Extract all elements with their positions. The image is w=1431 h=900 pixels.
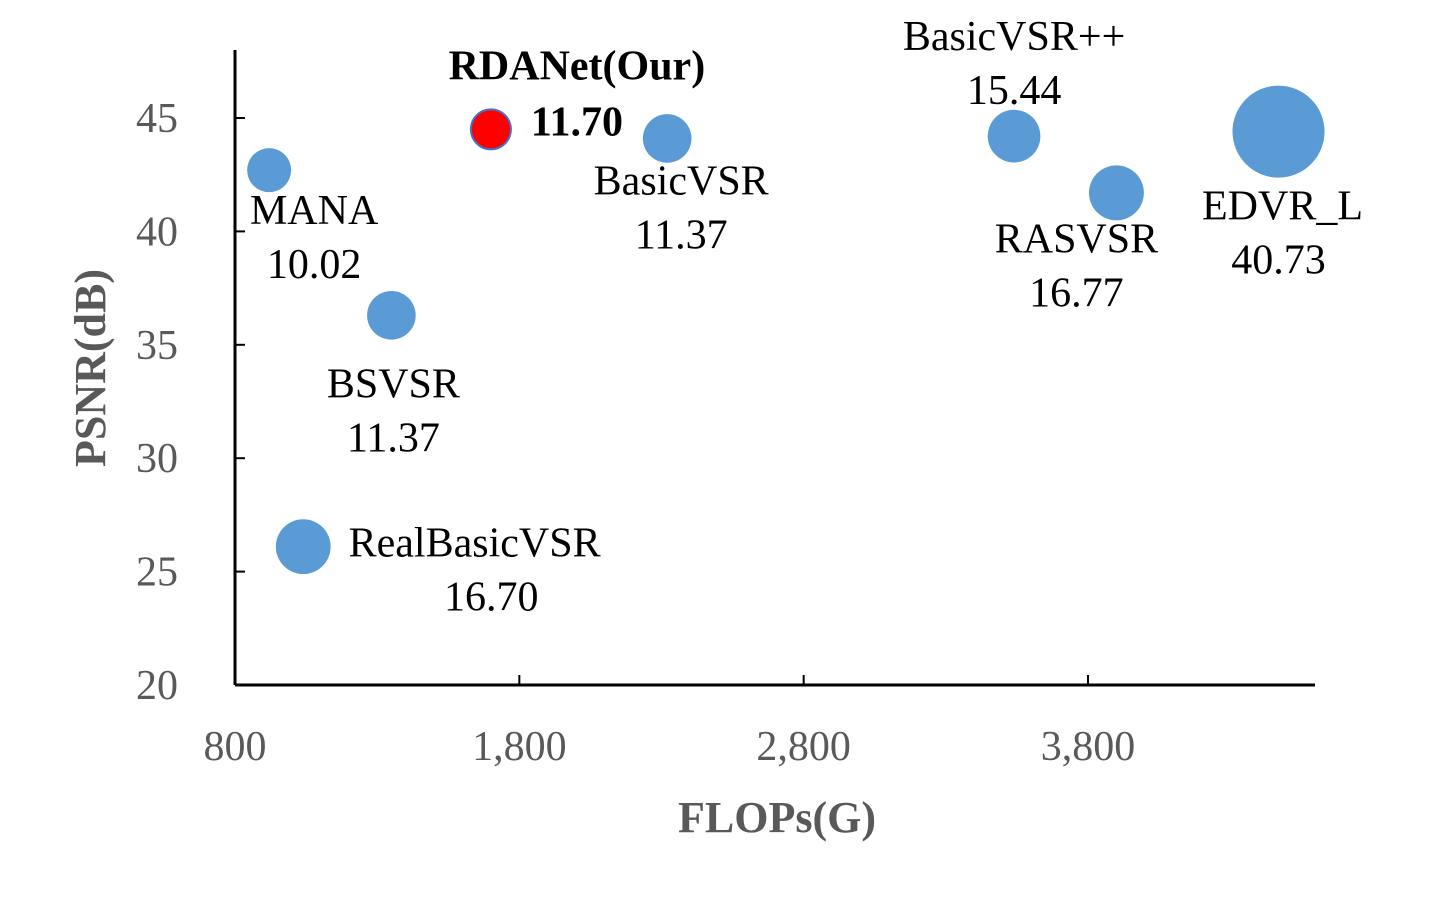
y-tick-label: 40 — [136, 209, 178, 255]
bubble-name-basicvsr-: BasicVSR++ — [903, 14, 1125, 60]
bubble-basicvsr- — [987, 109, 1041, 163]
tick-labels: 20 25 30 35 40 45 800 1,800 2,800 3,800 — [136, 96, 1135, 770]
y-tick-label: 45 — [136, 96, 178, 142]
bubble-mana — [247, 148, 292, 193]
bubble-name-bsvsr: BSVSR — [327, 362, 460, 408]
y-tick-label: 20 — [136, 663, 178, 709]
bubble-name-basicvsr: BasicVSR — [594, 159, 769, 205]
bubble-value-rasvsr: 16.77 — [1029, 270, 1124, 316]
bubble-value-mana: 10.02 — [267, 242, 362, 288]
bubble-value-rdanet-our-: 11.70 — [531, 99, 623, 145]
bubbles — [247, 85, 1325, 575]
bubble-labels: MANA 10.02 BSVSR 11.37 RealBasicVSR 16.70 RDAN… — [250, 14, 1363, 621]
y-axis-title: PSNR(dB) — [66, 269, 115, 467]
bubble-value-basicvsr-: 15.44 — [967, 68, 1062, 114]
bubble-value-realbasicvsr: 16.70 — [444, 575, 539, 621]
bubble-value-basicvsr: 11.37 — [635, 213, 728, 259]
x-tick-label: 800 — [204, 724, 267, 770]
x-tick-label: 3,800 — [1041, 724, 1136, 770]
axes — [233, 50, 1315, 687]
bubble-name-rasvsr: RASVSR — [995, 216, 1158, 262]
x-tick-label: 1,800 — [472, 724, 567, 770]
bubble-name-edvr-l: EDVR_L — [1202, 184, 1363, 230]
bubble-name-realbasicvsr: RealBasicVSR — [349, 521, 601, 567]
y-tick-label: 30 — [136, 436, 178, 482]
bubble-name-mana: MANA — [250, 188, 379, 234]
bubble-realbasicvsr — [275, 519, 331, 575]
x-axis-title: FLOPs(G) — [678, 793, 876, 842]
bubble-name-rdanet-our-: RDANet(Our) — [449, 43, 706, 89]
bubble-value-edvr-l: 40.73 — [1231, 238, 1326, 284]
bubble-basicvsr — [642, 114, 692, 163]
bubble-edvr-l — [1232, 85, 1325, 178]
x-tick-label: 2,800 — [756, 724, 851, 770]
y-tick-label: 35 — [136, 323, 178, 369]
bubble-rdanet-our- — [469, 108, 512, 151]
bubble-value-bsvsr: 11.37 — [347, 416, 440, 462]
y-tick-label: 25 — [136, 550, 178, 596]
bubble-rasvsr — [1088, 165, 1144, 221]
bubble-bsvsr — [367, 291, 416, 340]
